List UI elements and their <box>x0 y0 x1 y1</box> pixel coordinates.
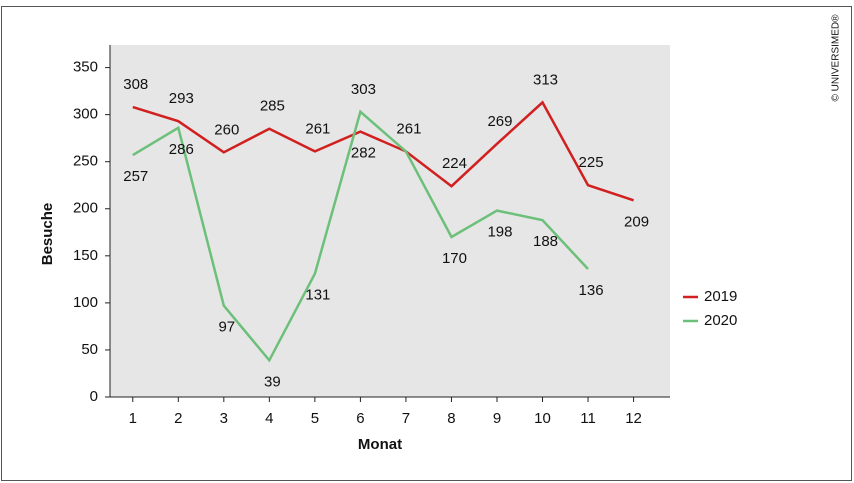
data-label: 97 <box>218 319 235 336</box>
data-label: 209 <box>624 213 649 230</box>
data-label: 282 <box>351 145 376 162</box>
data-label: 131 <box>305 287 330 304</box>
x-tick-label: 8 <box>447 410 455 427</box>
credit: © UNIVERSIMED® <box>831 14 842 102</box>
y-tick-label: 350 <box>73 59 98 76</box>
data-label: 261 <box>305 120 330 137</box>
x-tick-label: 7 <box>402 410 410 427</box>
legend-label: 2019 <box>704 288 737 305</box>
data-label: 286 <box>169 141 194 158</box>
data-label: 260 <box>214 121 239 138</box>
data-label: 170 <box>442 250 467 267</box>
data-label: 285 <box>260 98 285 115</box>
x-axis-label: Monat <box>358 436 402 453</box>
y-tick-label: 0 <box>90 388 98 405</box>
y-tick-label: 250 <box>73 153 98 170</box>
data-label: 308 <box>123 76 148 93</box>
x-tick-label: 4 <box>265 410 273 427</box>
x-tick-label: 10 <box>534 410 551 427</box>
x-tick-label: 3 <box>220 410 228 427</box>
legend-label: 2020 <box>704 312 737 329</box>
data-label: 225 <box>579 154 604 171</box>
data-label: 39 <box>264 373 281 390</box>
x-tick-label: 12 <box>625 410 642 427</box>
data-label: 224 <box>442 155 467 172</box>
y-axis-label: Besuche <box>39 203 56 266</box>
y-tick-label: 150 <box>73 247 98 264</box>
x-tick-label: 11 <box>580 410 596 427</box>
x-tick-label: 5 <box>311 410 319 427</box>
x-tick-label: 1 <box>129 410 137 427</box>
x-tick-label: 6 <box>356 410 364 427</box>
y-tick-label: 300 <box>73 106 98 123</box>
x-tick-label: 9 <box>493 410 501 427</box>
data-label: 303 <box>351 81 376 98</box>
data-label: 257 <box>123 168 148 185</box>
data-label: 261 <box>396 120 421 137</box>
data-label: 269 <box>487 113 512 130</box>
x-tick-label: 2 <box>174 410 182 427</box>
series-line <box>132 109 589 363</box>
data-label: 136 <box>579 282 604 299</box>
data-label: 293 <box>169 90 194 107</box>
y-tick-label: 50 <box>81 341 98 358</box>
plot-area <box>110 45 670 397</box>
data-label: 198 <box>487 224 512 241</box>
y-tick-label: 100 <box>73 294 98 311</box>
data-label: 188 <box>533 233 558 250</box>
series-line <box>132 100 634 202</box>
y-tick-label: 200 <box>73 200 98 217</box>
data-label: 313 <box>533 71 558 88</box>
